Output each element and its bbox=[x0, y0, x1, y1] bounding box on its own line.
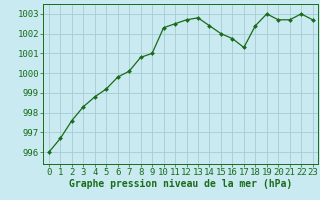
X-axis label: Graphe pression niveau de la mer (hPa): Graphe pression niveau de la mer (hPa) bbox=[69, 179, 292, 189]
